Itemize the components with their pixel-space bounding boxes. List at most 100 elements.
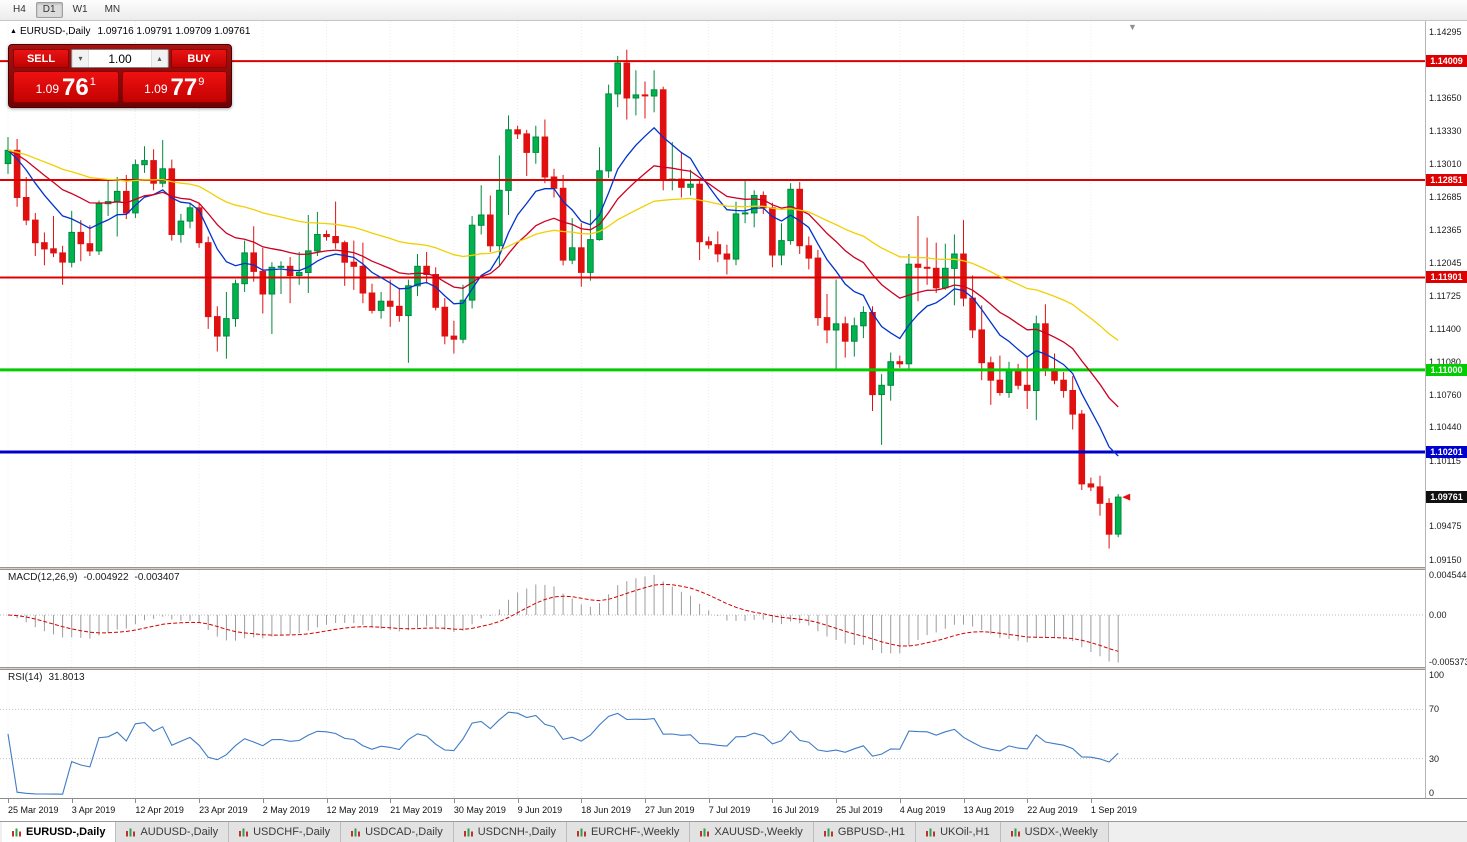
macd-indicator-panel[interactable] <box>0 570 1425 667</box>
rsi-tick-label: 70 <box>1429 704 1440 715</box>
price-axis-rsi-section: 100 70 30 0 <box>1426 670 1467 798</box>
chart-tab-label: USDCNH-,Daily <box>477 826 556 838</box>
buy-button[interactable]: BUY <box>171 49 227 68</box>
date-tick-label: 18 Jun 2019 <box>581 805 631 815</box>
date-tick-label: 23 Apr 2019 <box>199 805 248 815</box>
timeframe-button-w1[interactable]: W1 <box>72 4 88 15</box>
sell-price-big: 76 <box>62 74 89 101</box>
sell-price-button[interactable]: 1.09 76 1 <box>13 71 119 103</box>
date-tick-mark <box>71 799 73 803</box>
macd-label: MACD(12,26,9) -0.004922 -0.003407 <box>8 572 180 583</box>
macd-main-value: -0.004922 <box>83 572 129 583</box>
price-tick-label: 1.11080 <box>1429 356 1461 367</box>
price-tick-label: 1.13650 <box>1429 92 1462 103</box>
chart-tab-audusd-daily[interactable]: AUDUSD-,Daily <box>116 822 230 842</box>
date-tick-label: 25 Mar 2019 <box>8 805 59 815</box>
date-tick-mark <box>135 799 137 803</box>
date-tick-label: 22 Aug 2019 <box>1027 805 1078 815</box>
main-price-chart[interactable] <box>0 21 1425 567</box>
hline-price-tag: 1.11901 <box>1426 271 1467 284</box>
date-tick-label: 3 Apr 2019 <box>71 805 116 815</box>
date-tick-label: 30 May 2019 <box>453 805 506 815</box>
buy-price-big: 77 <box>170 74 198 101</box>
timeframe-toolbar: H4 D1 W1 MN <box>0 0 1467 21</box>
sell-price-prefix: 1.09 <box>35 82 60 96</box>
hline-price-tag: 1.10201 <box>1426 445 1467 458</box>
rsi-tick-label: 30 <box>1429 753 1440 764</box>
buy-price-prefix: 1.09 <box>144 82 168 96</box>
chart-tab-label: AUDUSD-,Daily <box>140 826 219 838</box>
chart-tab-icon <box>700 828 710 836</box>
date-tick-label: 7 Jul 2019 <box>708 805 751 815</box>
chart-tab-label: USDCHF-,Daily <box>253 826 331 838</box>
rsi-indicator-panel[interactable] <box>0 670 1425 798</box>
date-tick-label: 16 Jul 2019 <box>772 805 819 815</box>
sell-button[interactable]: SELL <box>13 49 69 68</box>
chart-tab-gbpusd-h1[interactable]: GBPUSD-,H1 <box>813 822 917 842</box>
timeframe-buttons: H4 D1 W1 MN <box>6 2 127 18</box>
date-tick-label: 9 Jun 2019 <box>517 805 563 815</box>
macd-tick-label: -0.0053730 <box>1429 657 1467 668</box>
chart-symbol-label: EURUSD-,Daily <box>19 26 91 37</box>
price-tick-label: 1.09150 <box>1429 554 1462 565</box>
volume-increment-button[interactable]: ▴ <box>151 50 168 67</box>
chart-tab-ukoil-h1[interactable]: UKOil-,H1 <box>916 822 1001 842</box>
chart-tab-label: USDX-,Weekly <box>1024 826 1098 838</box>
volume-decrement-button[interactable]: ▾ <box>72 50 89 67</box>
buy-price-button[interactable]: 1.09 77 9 <box>121 71 227 103</box>
price-axis-main-section: 1.14295 1.13650 1.13330 1.13010 1.12685 1.123… <box>1426 21 1467 567</box>
date-tick-mark <box>645 799 646 803</box>
buy-price-sup: 9 <box>198 76 205 88</box>
trade-controls-row: SELL ▾ ▴ BUY <box>13 49 227 68</box>
volume-control: ▾ ▴ <box>71 49 169 68</box>
price-tick-label: 1.14295 <box>1429 26 1462 37</box>
tab-bar: EURUSD-,Daily AUDUSD-,Daily USDCHF-,Daily U… <box>0 821 1467 842</box>
panel-separator[interactable] <box>0 567 1467 570</box>
chart-tab-label: EURUSD-,Daily <box>26 826 106 838</box>
chart-tab-usdx-weekly[interactable]: USDX-,Weekly <box>1000 822 1109 842</box>
chart-tab-icon <box>239 828 249 836</box>
date-tick-mark <box>517 799 519 803</box>
date-labels: 25 Mar 2019 3 Apr 2019 12 Apr 2019 23 Apr 2… <box>0 799 1425 821</box>
timeframe-button-h4[interactable]: H4 <box>13 4 26 15</box>
chart-tab-usdcad-daily[interactable]: USDCAD-,Daily <box>341 822 454 842</box>
current-price-tag: 1.09761 <box>1426 491 1467 504</box>
price-axis-macd-section: 0.004544 0.00 -0.0053730 <box>1426 570 1467 667</box>
date-tick-mark <box>199 799 201 803</box>
price-tick-label: 1.10440 <box>1429 422 1462 433</box>
volume-input[interactable] <box>89 50 151 67</box>
chart-tab-eurchf-weekly[interactable]: EURCHF-,Weekly <box>566 822 691 842</box>
date-tick-label: 2 May 2019 <box>262 805 310 815</box>
price-tick-label: 1.13330 <box>1429 125 1462 136</box>
chart-tab-eurusd-daily[interactable]: EURUSD-,Daily <box>2 822 117 842</box>
date-tick-mark <box>963 799 965 803</box>
macd-name: MACD(12,26,9) <box>8 572 78 583</box>
date-tick-label: 27 Jun 2019 <box>645 805 695 815</box>
chart-title: ▲ EURUSD-,Daily 1.09716 1.09791 1.09709 1.… <box>10 26 250 37</box>
timeframe-button-d1[interactable]: D1 <box>35 2 63 18</box>
macd-tick-label: 0.00 <box>1429 609 1447 620</box>
hline-price-tag: 1.11000 <box>1426 363 1467 376</box>
chart-tab-usdcnh-daily[interactable]: USDCNH-,Daily <box>453 822 567 842</box>
chart-tab-usdchf-daily[interactable]: USDCHF-,Daily <box>229 822 342 842</box>
chart-tab-xauusd-weekly[interactable]: XAUUSD-,Weekly <box>690 822 814 842</box>
chart-tab-label: UKOil-,H1 <box>940 826 990 838</box>
date-tick-mark <box>836 799 838 803</box>
rsi-name: RSI(14) <box>8 672 43 683</box>
chart-tab-icon <box>351 828 361 836</box>
timeframe-button-mn[interactable]: MN <box>104 4 121 15</box>
price-tick-label: 1.13010 <box>1429 158 1462 169</box>
panel-separator[interactable] <box>0 667 1467 670</box>
price-tick-label: 1.11400 <box>1429 323 1461 334</box>
price-axis[interactable]: 1.14295 1.13650 1.13330 1.13010 1.12685 1.123… <box>1425 21 1467 798</box>
chart-marker-icon: ▲ <box>10 28 17 35</box>
rsi-label: RSI(14) 31.8013 <box>8 672 85 683</box>
date-tick-mark <box>1027 799 1029 803</box>
time-axis[interactable]: 25 Mar 2019 3 Apr 2019 12 Apr 2019 23 Apr 2… <box>0 798 1467 821</box>
hline-price-tag: 1.14009 <box>1426 55 1467 68</box>
date-tick-mark <box>581 799 583 803</box>
macd-signal-value: -0.003407 <box>134 572 180 583</box>
date-tick-mark <box>390 799 392 803</box>
